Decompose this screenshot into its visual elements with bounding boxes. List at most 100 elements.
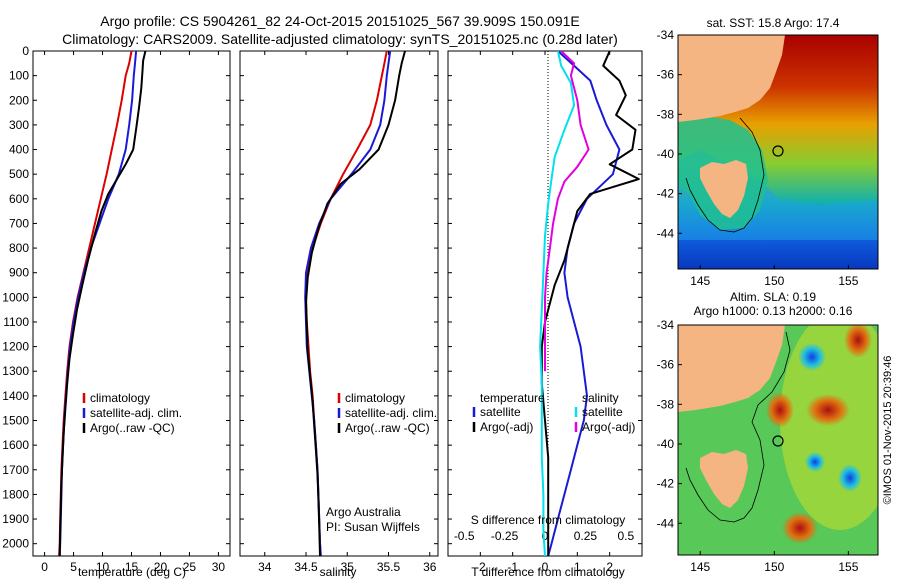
series-line-satellite bbox=[547, 51, 621, 556]
figure-title-line2: Climatology: CARS2009. Satellite-adjuste… bbox=[62, 31, 618, 47]
legend-label-satellite: satellite-adj. clim. bbox=[345, 406, 437, 420]
y-tick-label: 600 bbox=[9, 192, 29, 206]
sla-map-axes: 145 150 155 -34 -36 -38 -40 -42 -44 bbox=[657, 318, 859, 574]
y-tick-label: 1200 bbox=[2, 340, 29, 354]
y-tick-label: 900 bbox=[9, 266, 29, 280]
legend-heading-salinity: salinity bbox=[582, 391, 619, 405]
y-tick-label: 1600 bbox=[2, 438, 29, 452]
map-y-tick-label: -40 bbox=[657, 437, 675, 451]
sla-warm-eddy bbox=[844, 325, 872, 358]
map-y-tick-label: -36 bbox=[657, 358, 675, 372]
secondary-x-tick-label: 0.5 bbox=[617, 529, 634, 543]
difference-salinity-legend: salinity satellite Argo(-adj) bbox=[574, 391, 635, 434]
difference-temperature-legend: temperature satellite Argo(-adj) bbox=[472, 391, 545, 434]
y-tick-label: 1300 bbox=[2, 364, 29, 378]
sla-map-frame bbox=[677, 324, 879, 556]
sst-map-axes: 145 150 155 -34 -36 -38 -40 -42 -44 bbox=[657, 28, 859, 288]
legend-label-satellite: satellite-adj. clim. bbox=[90, 406, 182, 420]
map-x-tick-label: 155 bbox=[838, 274, 858, 288]
map-y-tick-label: -44 bbox=[657, 516, 675, 530]
legend-label-climatology: climatology bbox=[345, 391, 405, 405]
map-y-tick-label: -44 bbox=[657, 226, 675, 240]
map-y-tick-label: -34 bbox=[657, 28, 675, 42]
sla-cold-eddy bbox=[805, 452, 825, 472]
x-tick-label: 35.5 bbox=[377, 560, 401, 574]
sst-map-frame bbox=[677, 34, 879, 270]
sla-cold-eddy bbox=[798, 343, 826, 371]
y-tick-label: 500 bbox=[9, 167, 29, 181]
x-tick-label: -1 bbox=[507, 560, 518, 574]
difference-secondary-xlabel: S difference from climatology bbox=[471, 513, 626, 527]
map-x-tick-label: 145 bbox=[690, 560, 710, 574]
series-line-argo-raw-qc- bbox=[58, 51, 147, 556]
temperature-panel-frame bbox=[32, 50, 231, 557]
x-tick-label: 34 bbox=[258, 560, 272, 574]
sla-warm-eddy bbox=[806, 394, 850, 426]
sla-map bbox=[678, 325, 878, 555]
sst-map-title: sat. SST: 15.8 Argo: 17.4 bbox=[707, 16, 840, 30]
x-tick-label: 20 bbox=[154, 560, 168, 574]
temperature-legend: climatology satellite-adj. clim. Argo(..… bbox=[82, 391, 182, 435]
y-tick-label: 1500 bbox=[2, 414, 29, 428]
map-y-tick-label: -42 bbox=[657, 477, 675, 491]
map-y-tick-label: -38 bbox=[657, 107, 675, 121]
y-tick-label: 1900 bbox=[2, 512, 29, 526]
legend-label-argo: Argo(..raw -QC) bbox=[90, 421, 175, 435]
temperature-series bbox=[58, 51, 147, 556]
x-tick-label: -2 bbox=[475, 560, 486, 574]
map-x-tick-label: 155 bbox=[838, 560, 858, 574]
difference-xlabel: T difference from climatology bbox=[471, 565, 625, 579]
series-line-satellite bbox=[539, 51, 576, 556]
y-tick-label: 1100 bbox=[3, 315, 29, 329]
salinity-axes: 34 34.5 35 35.5 36 bbox=[240, 50, 438, 574]
salinity-series bbox=[304, 51, 406, 556]
y-tick-label: 1400 bbox=[2, 389, 29, 403]
legend-label-satellite: satellite bbox=[480, 405, 521, 419]
legend-label-satellite: satellite bbox=[582, 405, 623, 419]
tasmania bbox=[700, 450, 748, 508]
figure-title-line1: Argo profile: CS 5904261_82 24-Oct-2015 … bbox=[100, 13, 580, 29]
agency-label: Argo Australia bbox=[326, 505, 401, 519]
y-tick-label: 100 bbox=[9, 69, 29, 83]
map-y-tick-label: -36 bbox=[657, 68, 675, 82]
x-tick-label: 1 bbox=[574, 560, 581, 574]
mainland bbox=[678, 325, 785, 412]
y-tick-label: 0 bbox=[22, 44, 29, 58]
legend-heading-temperature: temperature bbox=[480, 391, 545, 405]
map-x-tick-label: 150 bbox=[764, 560, 784, 574]
shelf-contour bbox=[685, 331, 791, 523]
y-tick-label: 2000 bbox=[2, 537, 29, 551]
x-tick-label: 30 bbox=[212, 560, 226, 574]
sla-warm-eddy bbox=[782, 512, 818, 544]
map-y-tick-label: -38 bbox=[657, 397, 675, 411]
secondary-x-tick-label: 0 bbox=[542, 529, 549, 543]
mainland bbox=[678, 35, 785, 122]
legend-label-argo: Argo(..raw -QC) bbox=[345, 421, 430, 435]
legend-label-argo: Argo(-adj) bbox=[480, 420, 533, 434]
x-tick-label: 2 bbox=[606, 560, 613, 574]
y-tick-label: 800 bbox=[9, 241, 29, 255]
map-y-tick-label: -34 bbox=[657, 318, 675, 332]
y-tick-label: 1000 bbox=[2, 290, 29, 304]
series-line-argo-adj- bbox=[544, 51, 590, 372]
sst-map bbox=[678, 35, 878, 269]
secondary-x-tick-label: 0.25 bbox=[574, 529, 598, 543]
map-x-tick-label: 150 bbox=[764, 274, 784, 288]
y-tick-label: 300 bbox=[9, 118, 29, 132]
x-tick-label: 36 bbox=[423, 560, 437, 574]
shelf-contour bbox=[685, 117, 765, 233]
temperature-axes: 0100200300400500600700800900100011001200… bbox=[2, 44, 230, 574]
argo-float-marker bbox=[772, 145, 784, 157]
y-tick-label: 400 bbox=[9, 143, 29, 157]
x-tick-label: 15 bbox=[125, 560, 139, 574]
legend-label-climatology: climatology bbox=[90, 391, 150, 405]
tasmania bbox=[700, 160, 748, 218]
map-y-tick-label: -42 bbox=[657, 187, 675, 201]
map-x-tick-label: 145 bbox=[690, 274, 710, 288]
secondary-x-tick-label: -0.5 bbox=[454, 529, 475, 543]
y-tick-label: 1800 bbox=[2, 487, 29, 501]
difference-series bbox=[539, 51, 640, 556]
series-line-argo-adj- bbox=[540, 51, 640, 556]
sla-map-title-line2: Argo h1000: 0.13 h2000: 0.16 bbox=[694, 304, 853, 318]
